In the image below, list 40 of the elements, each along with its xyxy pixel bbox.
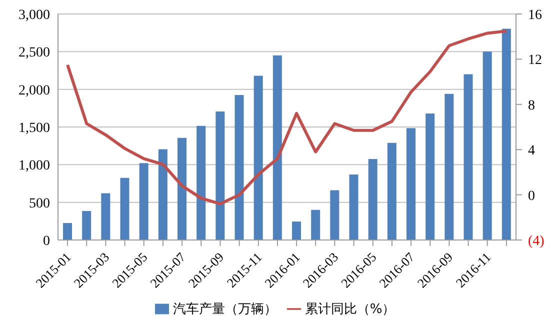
- y-tick-label: 2,000: [18, 83, 50, 98]
- y2-tick-label: 8: [528, 98, 535, 114]
- bar: [349, 174, 358, 240]
- y-tick-label: 3,000: [18, 8, 50, 23]
- bar: [272, 55, 282, 240]
- bar: [406, 128, 416, 240]
- y-tick-label: 500: [29, 196, 50, 212]
- y2-tick-label: (4): [528, 234, 545, 249]
- y2-tick-label: 0: [528, 188, 535, 204]
- bar: [196, 126, 206, 240]
- bar: [234, 94, 244, 240]
- legend-label: 累计同比（%）: [304, 302, 396, 317]
- bar: [464, 74, 473, 240]
- line-series: [66, 29, 508, 206]
- bar: [502, 28, 511, 240]
- y-tick-label: 1,000: [18, 158, 50, 174]
- bar: [82, 210, 92, 240]
- bar: [254, 76, 263, 240]
- bar: [311, 210, 320, 240]
- bar: [426, 113, 435, 240]
- y-tick-label: 1,500: [18, 120, 50, 136]
- bar: [292, 222, 301, 240]
- bar: [387, 142, 396, 240]
- y-tick-label: 2,500: [18, 46, 50, 61]
- bar: [368, 159, 378, 240]
- bar: [101, 193, 110, 240]
- bar: [139, 163, 148, 240]
- legend-label: 汽车产量（万辆）: [172, 302, 277, 317]
- bar: [120, 178, 130, 240]
- bar: [330, 190, 340, 240]
- bar: [178, 138, 186, 240]
- y-tick-label: 0: [43, 234, 50, 249]
- y2-tick-label: 4: [528, 144, 535, 159]
- bar: [444, 94, 454, 240]
- bar: [158, 149, 168, 240]
- y2-tick-label: 12: [528, 53, 542, 68]
- bar: [63, 223, 72, 240]
- y2-tick-label: 16: [528, 8, 542, 23]
- bar: [482, 52, 492, 240]
- bar: [216, 112, 225, 240]
